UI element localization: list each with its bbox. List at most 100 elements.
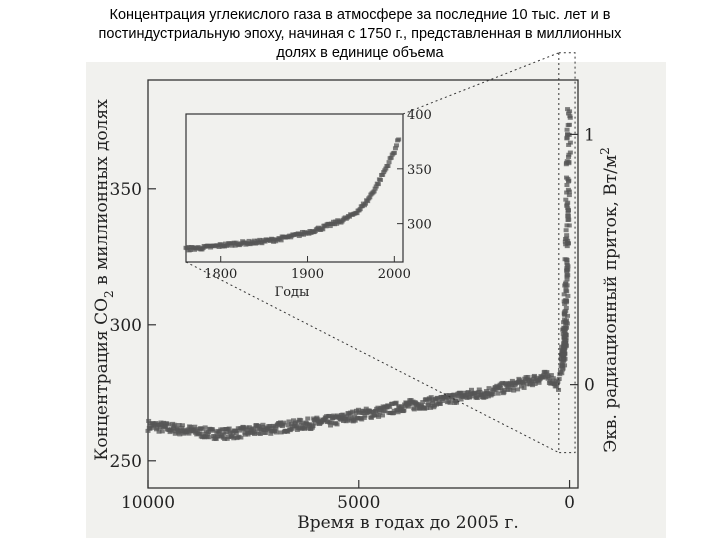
y2-axis-label-sup: 2 (598, 147, 612, 155)
main-data-point (389, 401, 395, 406)
main-data-point (565, 313, 571, 318)
main-data-point (567, 140, 573, 145)
main-data-point (495, 391, 501, 396)
zoom-box (558, 52, 576, 454)
main-data-point (206, 435, 212, 440)
inset-data-point (386, 160, 392, 165)
main-data-point (563, 285, 569, 290)
main-data-point (443, 393, 449, 398)
inset-data-point (391, 150, 397, 155)
inset-data-point (246, 238, 252, 243)
main-data-point (361, 415, 367, 420)
main-data-point (563, 228, 569, 233)
main-data-point (220, 427, 226, 432)
y2-tick-label-0: 0 (584, 376, 595, 396)
inset-data-point (365, 199, 371, 204)
main-data-point (344, 414, 350, 419)
main-data-point (552, 382, 558, 387)
main-data-point (566, 189, 572, 194)
main-data-point (546, 374, 552, 379)
main-data-point (172, 431, 178, 436)
main-data-point (163, 424, 169, 429)
main-data-point (564, 190, 570, 195)
main-data-point (566, 152, 572, 157)
main-data-point (226, 434, 232, 439)
main-data-point (238, 435, 244, 440)
main-data-point (377, 410, 383, 415)
main-data-point (200, 431, 206, 436)
inset-x-tick-label-1: 1900 (291, 267, 324, 282)
main-data-point (231, 436, 237, 441)
main-data-point (467, 395, 473, 400)
inset-data-point (278, 238, 284, 243)
main-data-point (347, 412, 353, 417)
inset-data-point (216, 244, 222, 249)
main-data-point (269, 426, 275, 431)
main-data-point (540, 375, 546, 380)
main-data-point (486, 386, 492, 391)
main-data-point (521, 385, 527, 390)
main-data-point (563, 288, 569, 293)
main-data-point (565, 206, 571, 211)
inset-data-point (375, 182, 381, 187)
main-data-point (548, 373, 554, 378)
main-data-point (509, 383, 515, 388)
inset-data-point (372, 186, 378, 191)
main-data-point (559, 362, 565, 367)
main-data-point (447, 400, 453, 405)
main-data-point (562, 319, 568, 324)
main-data-point (305, 416, 311, 421)
main-data-point (194, 428, 200, 433)
main-data-point (161, 420, 167, 425)
main-data-point (205, 430, 211, 435)
main-data-point (560, 348, 566, 353)
main-data-point (567, 150, 573, 155)
main-data-point (476, 387, 482, 392)
inset-border (185, 113, 404, 263)
main-data-point (479, 392, 485, 397)
main-data-point (563, 298, 569, 303)
main-data-point (192, 424, 198, 429)
x-tick-label-1: 5000 (337, 493, 380, 513)
main-data-point (233, 428, 239, 433)
main-data-point (563, 236, 569, 241)
y-axis-label-rest: в миллионных долях (92, 99, 112, 291)
inset-plot: 1800 1900 2000 300 350 400 (183, 108, 432, 282)
main-data-point (472, 391, 478, 396)
main-data-point (493, 388, 499, 393)
main-data-point (555, 379, 561, 384)
main-data-point (353, 411, 359, 416)
main-data-point (310, 424, 316, 429)
inset-data-point (327, 224, 333, 229)
main-data-point (227, 429, 233, 434)
main-data-point (565, 214, 571, 219)
inset-data-point (354, 211, 360, 216)
main-data-point (562, 329, 568, 334)
main-data-point (498, 385, 504, 390)
main-data-point (468, 387, 474, 392)
main-data-point (373, 408, 379, 413)
main-data-point (565, 293, 571, 298)
inset-data-point (229, 243, 235, 248)
main-data-point (281, 420, 287, 425)
main-data-point (565, 240, 571, 245)
zoom-connector-top (402, 52, 560, 115)
main-data-point (169, 428, 175, 433)
main-data-point (565, 273, 571, 278)
inset-data-point (257, 237, 263, 242)
main-data-point (525, 374, 531, 379)
inset-y-tick-label-0: 300 (407, 218, 432, 233)
main-data-point (547, 378, 553, 383)
main-data-point (148, 423, 154, 428)
main-data-point (461, 390, 467, 395)
main-data-point (565, 208, 571, 213)
main-data-point (477, 389, 483, 394)
main-data-point (483, 395, 489, 400)
main-data-point (565, 179, 571, 184)
inset-data-point (394, 143, 400, 148)
main-data-point (564, 135, 570, 140)
zoom-connector-bottom (185, 261, 560, 454)
main-data-point (440, 399, 446, 404)
main-data-point (350, 409, 356, 414)
main-data-point (292, 420, 298, 425)
